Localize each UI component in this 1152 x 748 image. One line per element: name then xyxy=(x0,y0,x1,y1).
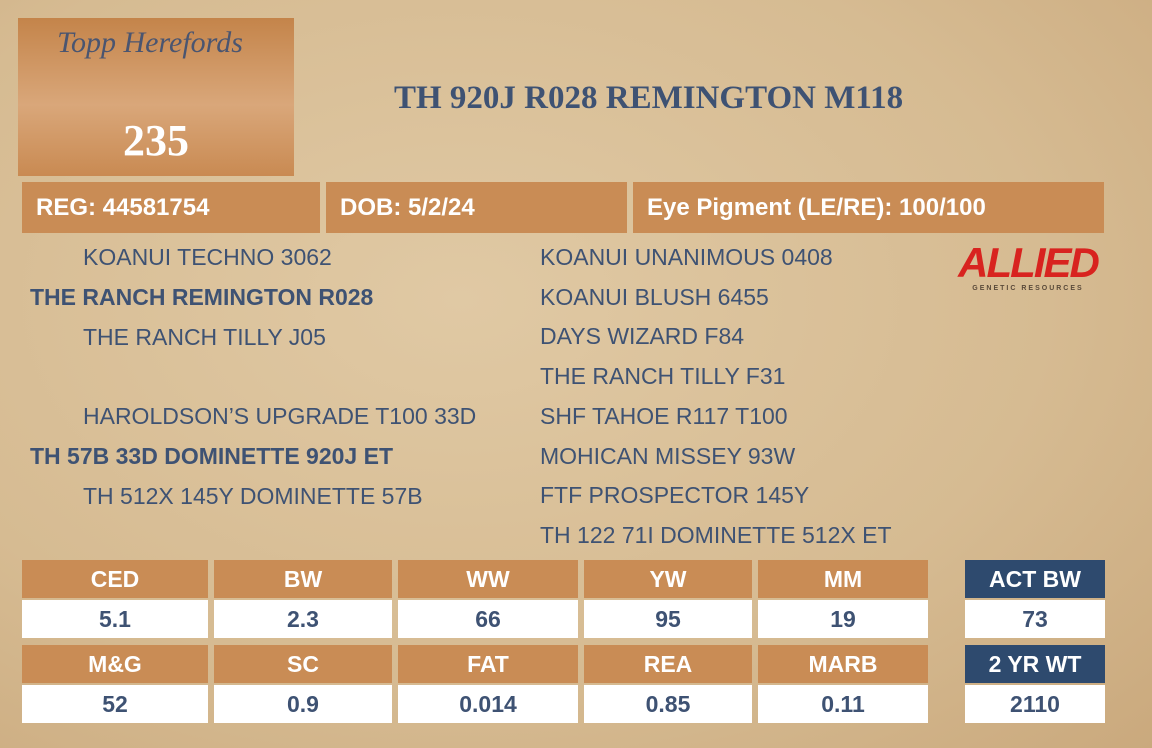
epd-header: CED xyxy=(22,560,208,598)
ancestor: TH 122 71I DOMINETTE 512X ET xyxy=(540,521,892,548)
epd-header: REA xyxy=(584,645,752,683)
sponsor-logo: ALLIED xyxy=(958,239,1100,286)
epd-header: YW xyxy=(584,560,752,598)
epd-value: 95 xyxy=(584,600,752,638)
epd-header: M&G xyxy=(22,645,208,683)
reg: REG: 44581754 xyxy=(22,182,320,233)
epd-header: FAT xyxy=(398,645,578,683)
logo-box xyxy=(18,18,294,176)
ancestor: DAYS WIZARD F84 xyxy=(540,323,745,350)
title: TH 920J R028 REMINGTON M118 xyxy=(394,80,904,116)
sire: THE RANCH REMINGTON R028 xyxy=(30,284,374,310)
eye-pigment: Eye Pigment (LE/RE): 100/100 xyxy=(633,182,1104,233)
ancestor: SHF TAHOE R117 T100 xyxy=(540,402,788,429)
dob: DOB: 5/2/24 xyxy=(326,182,627,233)
ancestor: KOANUI BLUSH 6455 xyxy=(540,283,769,310)
epd-value: 0.85 xyxy=(584,685,752,723)
pedigree-name: HAROLDSON’S UPGRADE T100 33D xyxy=(83,403,477,429)
extra-header: 2 YR WT xyxy=(965,645,1105,683)
sponsor-tagline: GENETIC RESOURCES xyxy=(972,285,1084,292)
ancestor: THE RANCH TILLY F31 xyxy=(540,363,786,390)
epd-header: MM xyxy=(758,560,928,598)
epd-value: 19 xyxy=(758,600,928,638)
epd-value: 0.9 xyxy=(214,685,392,723)
epd-value: 2.3 xyxy=(214,600,392,638)
epd-header: MARB xyxy=(758,645,928,683)
pedigree-name: KOANUI TECHNO 3062 xyxy=(83,244,332,270)
lot-number: 235 xyxy=(123,116,189,165)
epd-header: BW xyxy=(214,560,392,598)
logo: Topp Herefords xyxy=(57,26,243,59)
dam: TH 57B 33D DOMINETTE 920J ET xyxy=(30,443,393,469)
epd-value: 0.014 xyxy=(398,685,578,723)
epd-value: 5.1 xyxy=(22,600,208,638)
epd-header: WW xyxy=(398,560,578,598)
epd-value: 66 xyxy=(398,600,578,638)
extra-header: ACT BW xyxy=(965,560,1105,598)
ancestor: FTF PROSPECTOR 145Y xyxy=(540,482,810,509)
extra-value: 2110 xyxy=(965,685,1105,723)
epd-value: 0.11 xyxy=(758,685,928,723)
pedigree-name: TH 512X 145Y DOMINETTE 57B xyxy=(83,483,423,509)
epd-header: SC xyxy=(214,645,392,683)
ancestor: KOANUI UNANIMOUS 0408 xyxy=(540,244,833,270)
epd-value: 52 xyxy=(22,685,208,723)
pedigree-name: THE RANCH TILLY J05 xyxy=(83,324,326,350)
extra-value: 73 xyxy=(965,600,1105,638)
ancestor: MOHICAN MISSEY 93W xyxy=(540,442,796,469)
